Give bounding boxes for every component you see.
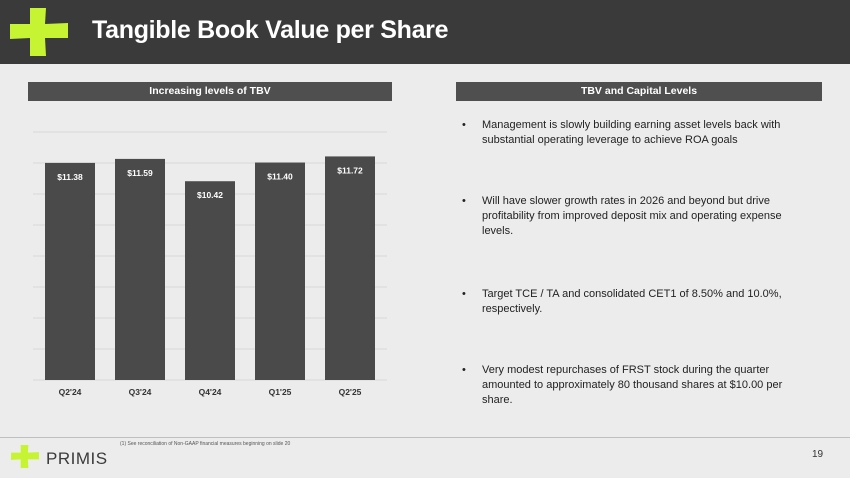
- bar-2: [185, 181, 235, 380]
- bullet-text: Will have slower growth rates in 2026 an…: [482, 195, 782, 237]
- data-label-4: $11.72: [337, 165, 363, 175]
- bullet-item: • Very modest repurchases of FRST stock d…: [462, 363, 812, 408]
- data-label-0: $11.38: [57, 172, 83, 182]
- primis-plus-icon: [10, 8, 68, 56]
- bullet-list: • Management is slowly building earning a…: [462, 118, 812, 454]
- footnote: (1) See reconciliation of Non-GAAP finan…: [120, 441, 291, 447]
- x-tick-label-4: Q2'25: [339, 387, 362, 397]
- primis-plus-small-icon: [11, 444, 39, 469]
- bar-3: [255, 162, 305, 380]
- bullet-item: • Target TCE / TA and consolidated CET1 o…: [462, 287, 812, 317]
- page-number: 19: [812, 449, 824, 460]
- bullet-dot-icon: •: [462, 195, 466, 207]
- header-bar: Tangible Book Value per Share: [0, 0, 850, 64]
- x-tick-label-3: Q1'25: [269, 387, 292, 397]
- data-label-3: $11.40: [267, 172, 293, 182]
- bullet-item: • Management is slowly building earning a…: [462, 118, 812, 148]
- brand-name: PRIMIS: [46, 449, 108, 468]
- bar-0: [45, 162, 95, 380]
- bar-1: [115, 158, 165, 380]
- text-panel-heading: TBV and Capital Levels: [456, 82, 822, 101]
- bullet-item: • Will have slower growth rates in 2026 a…: [462, 194, 812, 239]
- x-tick-label-1: Q3'24: [129, 387, 152, 397]
- x-tick-label-0: Q2'24: [59, 387, 82, 397]
- footer-divider: [0, 437, 850, 438]
- bullet-text: Target TCE / TA and consolidated CET1 of…: [482, 288, 782, 315]
- data-label-2: $10.42: [197, 190, 223, 200]
- x-tick-label-2: Q4'24: [199, 387, 222, 397]
- bullet-dot-icon: •: [462, 364, 466, 376]
- bullet-text: Management is slowly building earning as…: [482, 119, 781, 146]
- bullet-text: Very modest repurchases of FRST stock du…: [482, 364, 783, 406]
- chart-svg: $11.38 Q2'24 $11.59 Q3'24 $10.42 Q4'24 $11.40 Q…: [33, 131, 387, 397]
- bullet-dot-icon: •: [462, 288, 466, 300]
- footer-logo: PRIMIS: [10, 444, 120, 470]
- chart-panel-heading: Increasing levels of TBV: [28, 82, 392, 101]
- bullet-dot-icon: •: [462, 119, 466, 131]
- tbv-bar-chart: $11.38 Q2'24 $11.59 Q3'24 $10.42 Q4'24 $11.40 Q…: [28, 112, 392, 412]
- data-label-1: $11.59: [127, 168, 153, 178]
- bar-4: [325, 156, 375, 380]
- page-title: Tangible Book Value per Share: [92, 16, 449, 44]
